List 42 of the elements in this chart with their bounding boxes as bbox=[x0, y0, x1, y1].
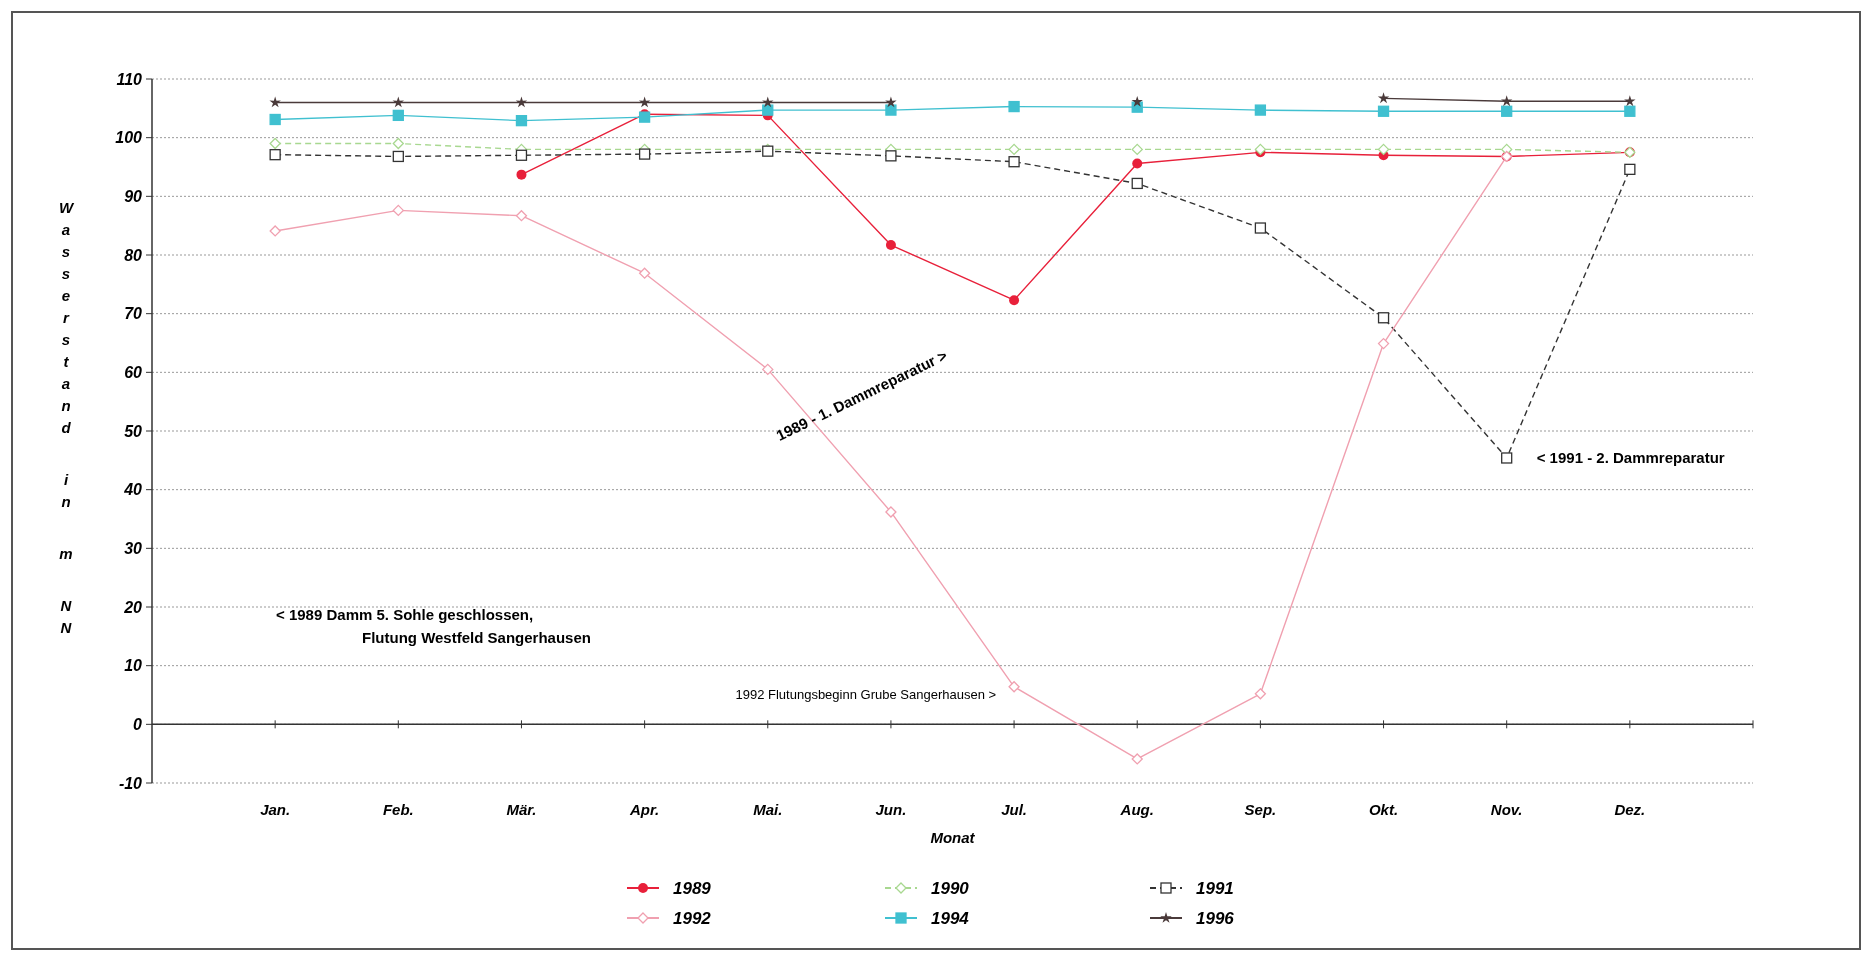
y-tick-label: 50 bbox=[124, 422, 143, 440]
y-tick-label: -10 bbox=[118, 774, 143, 792]
y-tick-label: 10 bbox=[124, 657, 143, 675]
legend-item: 1989 bbox=[626, 878, 711, 898]
y-tick-label: 20 bbox=[123, 598, 143, 616]
x-tick-label: Okt. bbox=[1368, 801, 1399, 818]
x-tick-label: Apr. bbox=[629, 801, 660, 818]
x-tick-label: Sep. bbox=[1244, 801, 1277, 818]
y-tick-label: 80 bbox=[124, 246, 143, 264]
legend-label: 1990 bbox=[931, 878, 970, 898]
y-tick-label: 100 bbox=[115, 129, 143, 147]
x-tick-label: Jun. bbox=[875, 801, 907, 818]
x-tick-label: Jan. bbox=[260, 801, 291, 818]
y-tick-label: 90 bbox=[124, 187, 143, 205]
x-tick-label: Mär. bbox=[506, 801, 537, 818]
legend-label: 1991 bbox=[1196, 878, 1234, 898]
annotation: < 1989 Damm 5. Sohle geschlossen, Flutung Westfeld Sangerhausen bbox=[276, 606, 591, 646]
y-tick-label: 60 bbox=[124, 363, 143, 381]
y-tick-label: 70 bbox=[124, 305, 143, 323]
legend-label: 1989 bbox=[673, 878, 712, 898]
legend-item: 1994 bbox=[884, 908, 969, 928]
x-tick-label: Mai. bbox=[753, 801, 783, 818]
x-tick-label: Aug. bbox=[1119, 801, 1154, 818]
legend-item: 1996 bbox=[1149, 908, 1234, 928]
y-tick-label: 0 bbox=[133, 715, 143, 733]
legend-item: 1992 bbox=[626, 908, 711, 928]
x-tick-label: Jul. bbox=[1001, 801, 1027, 818]
legend-label: 1994 bbox=[931, 908, 970, 928]
text: Wasserstand in m NN bbox=[58, 199, 74, 636]
y-tick-label: 30 bbox=[124, 539, 143, 557]
y-tick-label: 40 bbox=[123, 481, 143, 499]
x-tick-label: Feb. bbox=[382, 801, 414, 818]
legend-label: 1996 bbox=[1196, 908, 1235, 928]
legend-item: 1990 bbox=[884, 878, 969, 898]
annotation: 1992 Flutungsbeginn Grube Sangerhausen > bbox=[735, 686, 997, 702]
x-tick-label: Dez. bbox=[1614, 801, 1646, 818]
x-axis-title: Monat bbox=[930, 829, 976, 846]
y-tick-label: 110 bbox=[116, 70, 143, 88]
x-tick-label: Nov. bbox=[1490, 801, 1523, 818]
legend-item: 1991 bbox=[1149, 878, 1234, 898]
annotation: < 1991 - 2. Dammreparatur bbox=[1536, 448, 1725, 466]
legend-label: 1992 bbox=[673, 908, 712, 928]
